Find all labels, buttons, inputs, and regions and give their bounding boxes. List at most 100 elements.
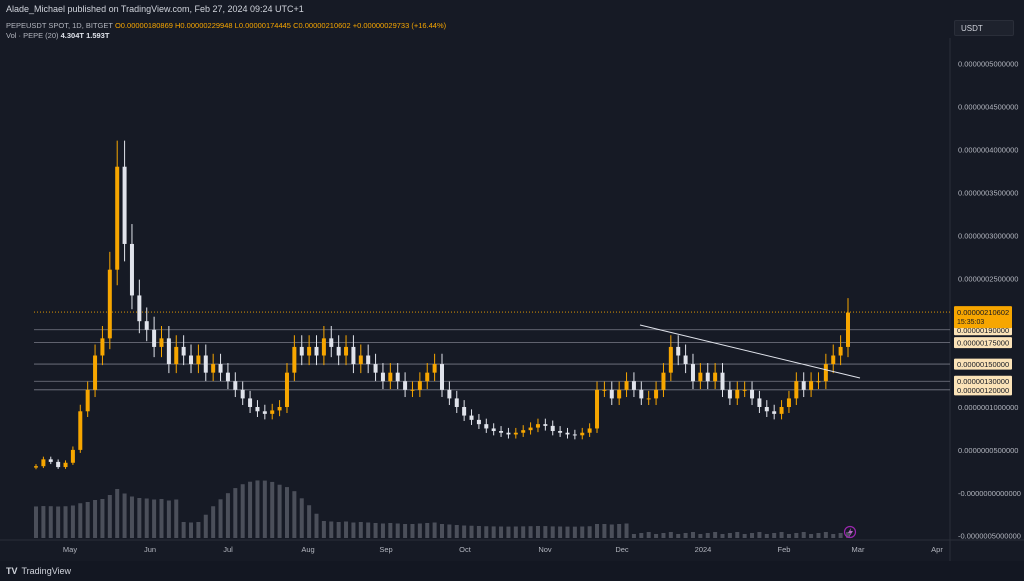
- candle-body: [314, 346, 319, 356]
- volume-bar: [506, 526, 511, 538]
- candle-body: [115, 166, 120, 270]
- candle-body: [727, 389, 732, 399]
- candle-body: [639, 389, 644, 399]
- volume-bar: [750, 533, 755, 538]
- candle-body: [380, 372, 385, 382]
- lightning-icon[interactable]: [843, 525, 857, 539]
- candle-body: [403, 381, 408, 390]
- candle-body: [535, 424, 540, 428]
- volume-bar: [595, 524, 600, 538]
- volume-bar: [809, 534, 814, 538]
- candle-body: [336, 346, 341, 356]
- candle-body: [484, 424, 489, 429]
- ohlc-close: C0.00000210602: [293, 21, 351, 30]
- volume-bar: [321, 521, 326, 538]
- price-level-tag: [954, 337, 1012, 349]
- candle-body: [823, 364, 828, 382]
- volume-bar: [129, 496, 134, 538]
- candle-body: [137, 295, 142, 322]
- volume-bar: [388, 523, 393, 538]
- price-level-tag: [954, 358, 1012, 370]
- volume-bar: [100, 499, 105, 538]
- volume-bar: [572, 526, 577, 538]
- price-level-tag: [954, 384, 1012, 396]
- volume-bar: [329, 521, 334, 538]
- volume-bar: [432, 522, 437, 538]
- x-tick-label: Jun: [144, 545, 156, 554]
- volume-bar: [78, 503, 83, 538]
- volume-bar: [661, 533, 666, 538]
- candle-body: [499, 431, 504, 433]
- candle-body: [831, 355, 836, 365]
- volume-bar: [521, 526, 526, 538]
- footer-brand: TradingView: [21, 566, 72, 576]
- volume-bar: [469, 525, 474, 538]
- volume-bar: [144, 498, 149, 538]
- volume-bar: [558, 526, 563, 538]
- y-tick-label: 0.0000001000000: [958, 403, 1018, 412]
- candle-body: [366, 355, 371, 365]
- y-tick-label: 0.0000004500000: [958, 103, 1018, 112]
- volume-bar: [528, 526, 533, 538]
- candle-body: [602, 389, 607, 391]
- volume-bar: [181, 522, 186, 538]
- candle-body: [513, 432, 518, 435]
- candle-body: [654, 389, 659, 399]
- candle-body: [565, 432, 570, 435]
- candle-body: [690, 364, 695, 382]
- volume-bar: [735, 532, 740, 538]
- candle-body: [248, 398, 253, 407]
- candle-body: [440, 364, 444, 390]
- candle-body: [624, 381, 629, 390]
- candle-body: [56, 461, 61, 468]
- price-level-label: 0.00000130000: [957, 377, 1009, 386]
- currency-button[interactable]: USDT: [954, 20, 1014, 36]
- y-tick-label: 0.0000003000000: [958, 231, 1018, 240]
- candle-body: [757, 398, 762, 407]
- volume-bar: [713, 532, 718, 538]
- volume-bar: [727, 533, 732, 538]
- volume-bar: [624, 523, 629, 538]
- candle-body: [846, 312, 850, 347]
- volume-bar: [277, 484, 282, 538]
- volume-label[interactable]: Vol · PEPE (20): [6, 31, 59, 40]
- candle-body: [48, 459, 53, 462]
- candle-body: [225, 372, 230, 382]
- candle-body: [742, 389, 747, 391]
- candle-body: [100, 338, 105, 356]
- volume-value: 4.304T: [60, 31, 84, 40]
- volume-ma-value: 1.593T: [86, 31, 110, 40]
- tradingview-logo-icon[interactable]: TV: [6, 566, 18, 576]
- candle-body: [772, 411, 777, 414]
- volume-bar: [56, 506, 61, 538]
- y-tick-label: 0.0000002500000: [958, 274, 1018, 283]
- volume-bar: [543, 526, 548, 538]
- volume-bar: [93, 500, 98, 538]
- volume-bar: [476, 526, 481, 538]
- x-tick-label: Sep: [379, 545, 392, 554]
- volume-bar: [786, 534, 791, 538]
- candle-body: [580, 432, 585, 436]
- candle-body: [70, 449, 75, 463]
- price-level-label: 0.00000190000: [957, 326, 1009, 335]
- candle-body: [388, 372, 393, 382]
- candle-body: [129, 243, 134, 296]
- current-price-label: 0.00000210602: [957, 308, 1009, 317]
- candle-body: [469, 415, 474, 420]
- candle-body: [85, 389, 90, 412]
- volume-bar: [454, 525, 459, 538]
- volume-bar: [447, 524, 452, 538]
- candle-body: [373, 364, 378, 373]
- candle-body: [203, 355, 208, 373]
- symbol-name[interactable]: PEPEUSDT SPOT, 1D, BITGET: [6, 21, 113, 30]
- candle-body: [292, 346, 297, 373]
- candle-body: [122, 166, 127, 244]
- candle-body: [595, 389, 600, 429]
- candle-body: [174, 346, 179, 365]
- volume-bar: [602, 524, 607, 538]
- x-tick-label: 2024: [695, 545, 712, 554]
- volume-bar: [262, 480, 267, 538]
- candle-body: [152, 329, 157, 347]
- volume-bar: [535, 526, 540, 538]
